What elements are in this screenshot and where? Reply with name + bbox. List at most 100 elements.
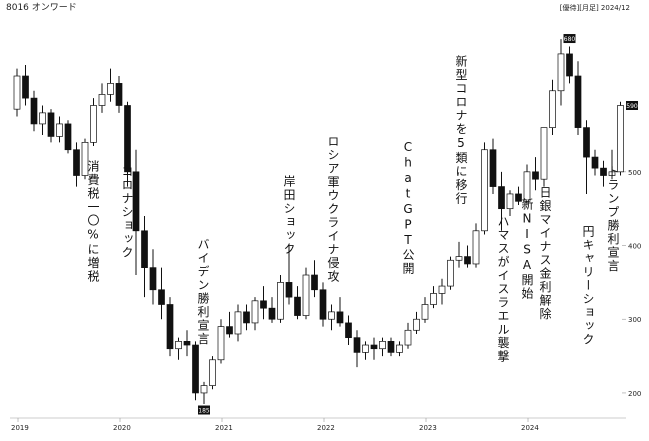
candle-body [234, 311, 242, 335]
x-tick-label: 2021 [215, 424, 233, 432]
candle-body [506, 193, 514, 210]
candle-body [47, 112, 55, 137]
candle-body [243, 311, 250, 324]
candle-body [268, 307, 276, 320]
candle-body [13, 75, 21, 110]
y-tick-label: 300 [628, 316, 641, 324]
point-label: 185 [198, 407, 210, 414]
candle-body [175, 340, 182, 350]
candle-body [353, 337, 361, 353]
candle-body [489, 149, 497, 187]
label-box [626, 100, 638, 110]
chart-subtitle: [優待][月足] 2024/12 [560, 3, 630, 12]
candle-body [498, 186, 505, 210]
candle-body [396, 344, 403, 353]
candle-body [56, 123, 63, 137]
candle-body [600, 167, 607, 176]
candle-body [192, 344, 199, 394]
annotation: 新型コロナを5類に移行 [454, 54, 468, 206]
candle-body [421, 304, 429, 320]
candle-body [464, 256, 471, 265]
candle-body [430, 293, 437, 305]
x-tick-label: 2022 [317, 424, 335, 432]
annotation: コロナショック [120, 165, 134, 260]
candle-body [549, 90, 556, 128]
candle-body [115, 83, 123, 106]
candle-body [540, 127, 548, 180]
candle-body [302, 274, 310, 316]
candle-body [311, 274, 318, 291]
point-label: 680 [564, 36, 576, 43]
candle-body [277, 282, 284, 320]
candle-body [141, 230, 148, 268]
candle-body [22, 75, 29, 99]
candle-body [447, 259, 454, 287]
annotation: バイデン勝利宣言 [196, 238, 210, 346]
candle-body [617, 105, 624, 173]
candle-body [183, 340, 191, 346]
candle-body [132, 171, 140, 232]
annotation: 日銀マイナス金利解除 [538, 186, 552, 321]
annotation: ハマスがイスラエル襲撃 [496, 215, 510, 364]
annotation: ChatGPT公開 [401, 140, 415, 276]
candle-body [362, 344, 369, 353]
candle-body [387, 340, 395, 353]
candle-body [591, 156, 599, 169]
annotation: 円キャリーショック [581, 225, 595, 347]
candle-body [566, 53, 573, 77]
candle-body [124, 105, 131, 173]
candle-body [209, 359, 216, 386]
candle-body [319, 289, 327, 320]
candle-body [251, 300, 259, 324]
candle-body [73, 149, 80, 176]
candle-body [379, 340, 386, 350]
candle-body [285, 282, 293, 298]
candle-body [481, 149, 488, 232]
candle-body [523, 171, 531, 202]
candle-body [557, 53, 565, 92]
annotation: ロシア軍ウクライナ侵攻 [326, 135, 340, 284]
candle-body [107, 83, 114, 95]
candle-body [217, 326, 225, 361]
candle-body [149, 267, 157, 291]
label-box [198, 405, 210, 415]
y-tick-label: 200 [628, 390, 641, 398]
candle-body [328, 311, 335, 320]
candle-body [472, 230, 480, 265]
candle-body [260, 300, 267, 309]
candle-body [608, 171, 616, 176]
label-box [563, 34, 576, 44]
candle-body [90, 105, 97, 143]
candle-body [532, 171, 539, 180]
candle-body [370, 344, 378, 350]
annotation: 新NISA開始 [520, 197, 534, 301]
candle-body [574, 75, 582, 128]
candle-body [404, 329, 412, 346]
candle-body [39, 112, 46, 125]
x-tick-label: 2024 [521, 424, 539, 432]
candle-body [64, 123, 72, 151]
x-tick-label: 2019 [11, 424, 29, 432]
candle-body [336, 311, 344, 324]
candle-body [98, 94, 106, 106]
candle-body [158, 289, 165, 305]
chart-title: 8016 オンワード [6, 2, 77, 13]
annotation: トランプ勝利宣言 [606, 165, 620, 273]
annotation: 岸田ショック [282, 175, 296, 256]
candle-body [455, 256, 463, 261]
x-tick-label: 2023 [419, 424, 437, 432]
candle-body [413, 318, 420, 331]
x-tick-label: 2020 [113, 424, 131, 432]
candle-body [583, 127, 590, 158]
candle-body [294, 296, 301, 316]
candle-body [30, 97, 38, 125]
candle-body [515, 193, 522, 202]
y-tick-label: 400 [628, 243, 641, 251]
candle-body [226, 326, 233, 335]
annotation: 消費税一〇%に増税 [86, 160, 100, 284]
candle-body [166, 304, 174, 350]
y-tick-label: 500 [628, 169, 641, 177]
point-label: 590 [626, 103, 638, 110]
